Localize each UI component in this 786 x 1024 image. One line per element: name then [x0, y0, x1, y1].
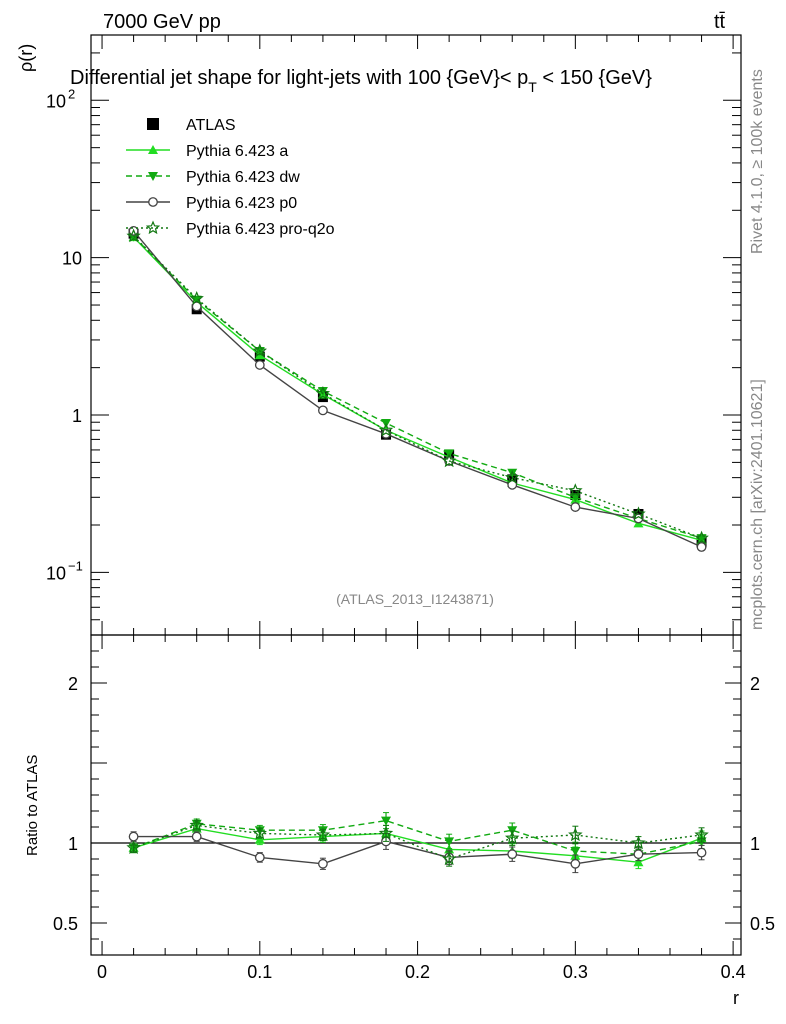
series-line-pythia-6-423-dw [133, 236, 702, 539]
ratio-point-pythia-6-423-pro-q2o [315, 827, 331, 842]
data-point-pythia-6-423-dw [317, 387, 328, 397]
y-tick-label-top: 10 [46, 563, 66, 583]
energy-label: 7000 GeV pp [103, 11, 221, 33]
chart-title: Differential jet shape for light-jets wi… [70, 67, 652, 95]
y-tick-label-ratio-left: 0.5 [53, 914, 78, 934]
data-point-pythia-6-423-p0 [696, 542, 707, 552]
ratio-point-pythia-6-423-dw [381, 816, 392, 826]
data-point-pythia-6-423-pro-q2o [252, 343, 267, 358]
x-tick-label: 0 [97, 962, 107, 982]
ratio-point-pythia-6-423-p0 [254, 852, 265, 863]
data-point-pythia-6-423-pro-q2o [694, 530, 709, 545]
data-point-pythia-6-423-p0 [254, 360, 265, 370]
ratio-point-pythia-6-423-p0 [633, 849, 644, 860]
x-tick-label: 0.2 [405, 962, 430, 982]
y-axis-label-top: ρ(r) [16, 44, 36, 72]
series-layer [126, 225, 709, 874]
ratio-point-pythia-6-423-p0 [128, 831, 139, 842]
x-tick-label: 0.4 [721, 962, 746, 982]
data-point-pythia-6-423-p0 [633, 513, 644, 524]
ratio-point-pythia-6-423-dw [444, 837, 455, 847]
rivet-version-label: Rivet 4.1.0, ≥ 100k events [749, 69, 766, 254]
data-point-pythia-6-423-pro-q2o [568, 483, 583, 497]
legend-label-atlas: ATLAS [186, 117, 236, 134]
ratio-point-pythia-6-423-p0 [318, 858, 328, 869]
data-point-pythia-6-423-pro-q2o [441, 453, 457, 468]
legend-marker-pythia-6-423-pro-q2o [145, 220, 161, 235]
y-tick-label-ratio-left: 1 [68, 834, 78, 854]
y-tick-exponent-top: 2 [68, 86, 75, 101]
legend-label-pythia-6-423-pro-q2o: Pythia 6.423 pro-q2o [186, 221, 335, 238]
y-axis-label-ratio: Ratio to ATLAS [24, 755, 41, 856]
data-point-pythia-6-423-pro-q2o [126, 228, 141, 243]
y-tick-label-ratio-right: 2 [750, 674, 760, 694]
y-tick-label-top: 10 [62, 249, 82, 269]
ratio-point-pythia-6-423-pro-q2o [568, 827, 583, 842]
ratio-line-pythia-6-423-p0 [133, 835, 702, 865]
legend-label-pythia-6-423-a: Pythia 6.423 a [186, 143, 288, 160]
data-point-pythia-6-423-pro-q2o [631, 506, 646, 521]
mcplots-label: mcplots.cern.ch [arXiv:2401.10621] [749, 379, 766, 630]
ratio-point-pythia-6-423-p0 [570, 858, 581, 869]
legend-marker-pythia-6-423-p0 [148, 197, 158, 207]
legend-label-pythia-6-423-dw: Pythia 6.423 dw [186, 169, 300, 186]
ratio-point-pythia-6-423-a [633, 857, 644, 867]
ratio-line-pythia-6-423-pro-q2o [133, 824, 702, 860]
ratio-point-pythia-6-423-p0 [191, 831, 202, 842]
ratio-plot-frame [90, 634, 742, 956]
y-tick-exponent-top: −1 [68, 558, 83, 573]
data-point-pythia-6-423-p0 [318, 405, 328, 416]
ratio-point-pythia-6-423-pro-q2o [441, 851, 457, 866]
legend-marker-pythia-6-423-dw [148, 172, 158, 181]
x-tick-label: 0.1 [247, 962, 272, 982]
legend: ATLAS Pythia 6.423 a Pythia 6.423 dw Pythia… [126, 117, 335, 238]
data-point-pythia-6-423-pro-q2o [315, 385, 331, 400]
y-tick-label-ratio-left: 2 [68, 674, 78, 694]
process-label: tt̄ [714, 11, 726, 33]
ratio-point-pythia-6-423-pro-q2o [378, 825, 394, 840]
data-point-pythia-6-423-p0 [191, 301, 202, 312]
y-tick-label-top: 10 [46, 91, 66, 111]
data-point-pythia-6-423-pro-q2o [504, 469, 520, 484]
series-line-pythia-6-423-pro-q2o [133, 235, 702, 539]
ratio-point-pythia-6-423-pro-q2o [631, 835, 646, 850]
data-point-pythia-6-423-pro-q2o [378, 422, 394, 437]
ratio-point-pythia-6-423-pro-q2o [189, 817, 204, 832]
y-tick-label-ratio-right: 0.5 [750, 914, 775, 934]
ratio-point-pythia-6-423-pro-q2o [126, 840, 141, 854]
ratio-point-pythia-6-423-pro-q2o [504, 830, 520, 845]
data-point-pythia-6-423-p0 [570, 502, 581, 512]
ratio-point-pythia-6-423-p0 [507, 849, 518, 860]
x-axis-label: r [733, 988, 739, 1008]
legend-label-pythia-6-423-p0: Pythia 6.423 p0 [186, 195, 297, 212]
legend-marker-pythia-6-423-a [148, 145, 158, 154]
ratio-point-pythia-6-423-a [254, 834, 265, 844]
y-tick-label-top: 1 [72, 406, 82, 426]
ratio-point-pythia-6-423-p0 [696, 847, 707, 858]
analysis-id-label: (ATLAS_2013_I1243871) [336, 591, 494, 607]
data-point-pythia-6-423-dw [191, 295, 202, 305]
data-point-pythia-6-423-pro-q2o [189, 290, 204, 305]
legend-marker-atlas [147, 118, 159, 130]
ratio-line-pythia-6-423-dw [133, 819, 702, 855]
ratio-point-pythia-6-423-pro-q2o [252, 825, 267, 840]
ratio-point-pythia-6-423-dw [570, 847, 581, 856]
series-line-pythia-6-423-a [133, 236, 702, 541]
series-line-pythia-6-423-p0 [133, 230, 702, 548]
y-tick-label-ratio-right: 1 [750, 834, 760, 854]
x-tick-label: 0.3 [563, 962, 588, 982]
ratio-point-pythia-6-423-pro-q2o [694, 827, 709, 842]
